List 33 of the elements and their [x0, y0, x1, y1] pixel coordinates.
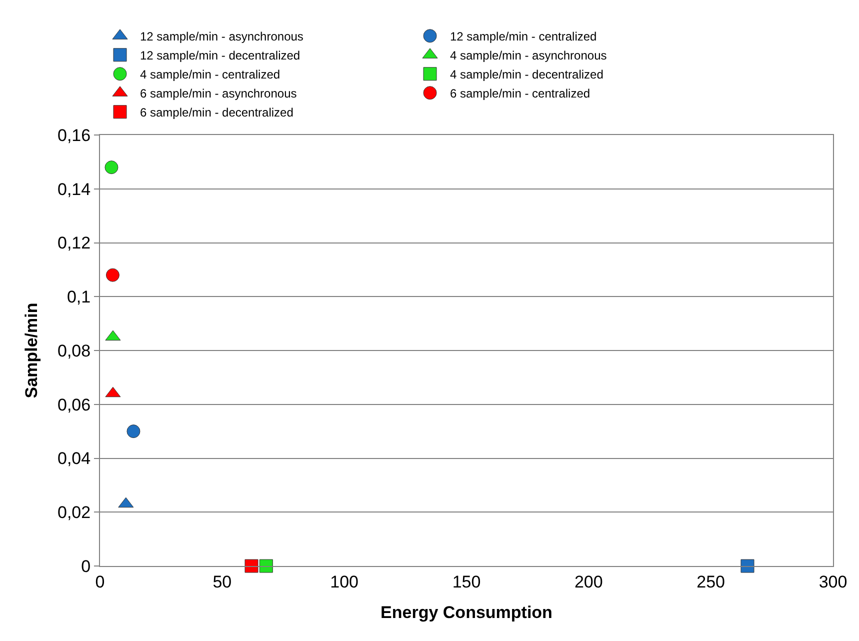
x-tick-label: 250	[696, 572, 726, 592]
y-tick-label: 0,14	[58, 180, 91, 199]
legend-label: 12 sample/min - asynchronous	[140, 30, 304, 44]
legend-label: 6 sample/min - decentralized	[140, 106, 294, 120]
x-tick-label: 200	[574, 572, 603, 592]
legend-label: 4 sample/min - decentralized	[450, 68, 604, 82]
x-tick-label: 100	[330, 572, 359, 592]
y-tick-label: 0,06	[58, 395, 91, 414]
x-tick-label: 50	[212, 572, 232, 592]
legend-label: 4 sample/min - centralized	[140, 68, 280, 82]
x-tick-label: 0	[95, 572, 105, 592]
legend-label: 4 sample/min - asynchronous	[450, 48, 607, 63]
point	[259, 559, 273, 573]
y-tick-label: 0	[81, 556, 91, 576]
y-tick-label: 0,04	[58, 449, 91, 468]
y-axis-title: Sample/min	[22, 302, 42, 398]
x-axis-title: Energy Consumption	[380, 602, 552, 622]
x-tick-label: 300	[818, 572, 848, 592]
legend-label: 6 sample/min - asynchronous	[140, 86, 297, 101]
y-tick-label: 0,1	[66, 288, 91, 307]
point	[740, 559, 754, 573]
legend-label: 12 sample/min - decentralized	[140, 48, 300, 63]
point	[244, 559, 258, 573]
point	[104, 160, 118, 174]
point	[106, 268, 120, 282]
y-tick-label: 0,16	[58, 126, 91, 145]
legend-label: 12 sample/min - centralized	[450, 30, 597, 44]
point	[126, 424, 140, 438]
x-tick-label: 150	[452, 572, 481, 592]
y-tick-label: 0,02	[58, 503, 91, 522]
legend-label: 6 sample/min - centralized	[450, 86, 590, 101]
y-tick-label: 0,08	[58, 341, 91, 360]
y-tick-label: 0,12	[58, 234, 91, 253]
